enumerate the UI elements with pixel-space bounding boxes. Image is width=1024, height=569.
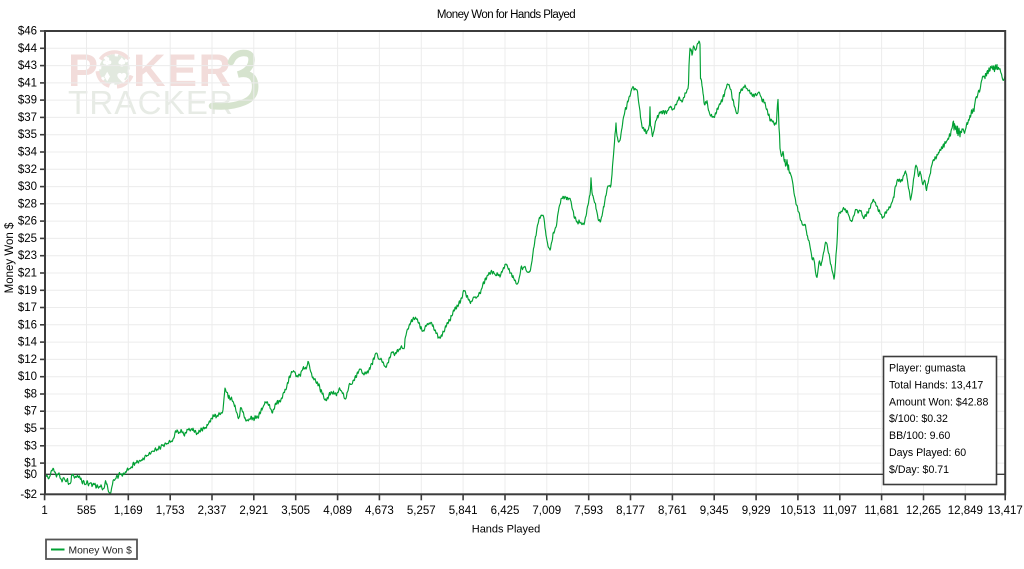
- svg-text:12,849: 12,849: [948, 505, 983, 517]
- svg-text:$3: $3: [24, 440, 37, 452]
- svg-text:6,425: 6,425: [491, 505, 520, 517]
- svg-text:$32: $32: [18, 164, 37, 176]
- svg-text:4,673: 4,673: [365, 505, 394, 517]
- svg-text:$28: $28: [18, 198, 37, 210]
- svg-text:1,753: 1,753: [156, 505, 185, 517]
- svg-text:7,009: 7,009: [532, 505, 561, 517]
- svg-text:$34: $34: [18, 147, 38, 159]
- svg-text:-$2: -$2: [20, 489, 37, 501]
- svg-text:$39: $39: [18, 95, 37, 107]
- svg-text:TRACKER: TRACKER: [68, 84, 234, 121]
- svg-text:1: 1: [41, 505, 47, 517]
- svg-text:2,921: 2,921: [239, 505, 268, 517]
- svg-text:Money Won $: Money Won $: [4, 222, 16, 293]
- svg-text:$26: $26: [18, 216, 37, 228]
- svg-text:1,169: 1,169: [114, 505, 143, 517]
- svg-text:KER: KER: [133, 45, 233, 96]
- svg-text:$21: $21: [18, 268, 37, 280]
- svg-text:Days Played: 60: Days Played: 60: [889, 447, 966, 459]
- svg-text:8,177: 8,177: [616, 505, 645, 517]
- svg-text:BB/100: 9.60: BB/100: 9.60: [889, 430, 950, 442]
- svg-text:$25: $25: [18, 233, 37, 245]
- svg-text:$43: $43: [18, 60, 37, 72]
- svg-text:$/100: $0.32: $/100: $0.32: [889, 413, 948, 425]
- svg-text:$10: $10: [18, 371, 37, 383]
- svg-text:4,089: 4,089: [323, 505, 352, 517]
- svg-text:$1: $1: [24, 458, 37, 470]
- svg-text:$37: $37: [18, 112, 37, 124]
- svg-text:$44: $44: [18, 43, 38, 55]
- svg-text:$19: $19: [18, 285, 37, 297]
- svg-text:$5: $5: [24, 423, 37, 435]
- svg-text:7,593: 7,593: [574, 505, 603, 517]
- svg-text:5,841: 5,841: [449, 505, 478, 517]
- svg-text:5,257: 5,257: [407, 505, 436, 517]
- svg-text:$30: $30: [18, 181, 37, 193]
- svg-text:11,097: 11,097: [823, 505, 857, 517]
- svg-text:13,417: 13,417: [988, 505, 1023, 517]
- svg-text:$16: $16: [18, 319, 37, 331]
- svg-text:585: 585: [77, 505, 96, 517]
- svg-text:$41: $41: [18, 77, 37, 89]
- svg-text:12,265: 12,265: [906, 505, 941, 517]
- svg-text:9,345: 9,345: [700, 505, 729, 517]
- svg-text:Hands Played: Hands Played: [472, 524, 541, 536]
- svg-text:11,681: 11,681: [864, 505, 898, 517]
- svg-text:$7: $7: [24, 406, 37, 418]
- svg-text:Money Won $: Money Won $: [69, 546, 133, 557]
- svg-text:$17: $17: [18, 302, 37, 314]
- svg-text:3,505: 3,505: [281, 505, 310, 517]
- svg-text:10,513: 10,513: [780, 505, 815, 517]
- svg-text:Total Hands: 13,417: Total Hands: 13,417: [889, 379, 983, 391]
- svg-text:$8: $8: [24, 389, 37, 401]
- svg-text:Money Won for Hands Played: Money Won for Hands Played: [437, 9, 575, 21]
- svg-text:8,761: 8,761: [658, 505, 687, 517]
- svg-text:$0: $0: [24, 469, 37, 481]
- svg-text:2,337: 2,337: [198, 505, 227, 517]
- svg-text:$23: $23: [18, 250, 37, 262]
- svg-text:$/Day: $0.71: $/Day: $0.71: [889, 464, 949, 476]
- svg-text:$12: $12: [18, 354, 37, 366]
- svg-text:$14: $14: [18, 337, 38, 349]
- svg-text:$46: $46: [18, 26, 37, 38]
- svg-text:Amount Won: $42.88: Amount Won: $42.88: [889, 396, 988, 408]
- svg-text:P: P: [68, 45, 100, 96]
- svg-text:Player: gumasta: Player: gumasta: [889, 363, 966, 375]
- svg-text:$35: $35: [18, 129, 37, 141]
- svg-text:9,929: 9,929: [742, 505, 771, 517]
